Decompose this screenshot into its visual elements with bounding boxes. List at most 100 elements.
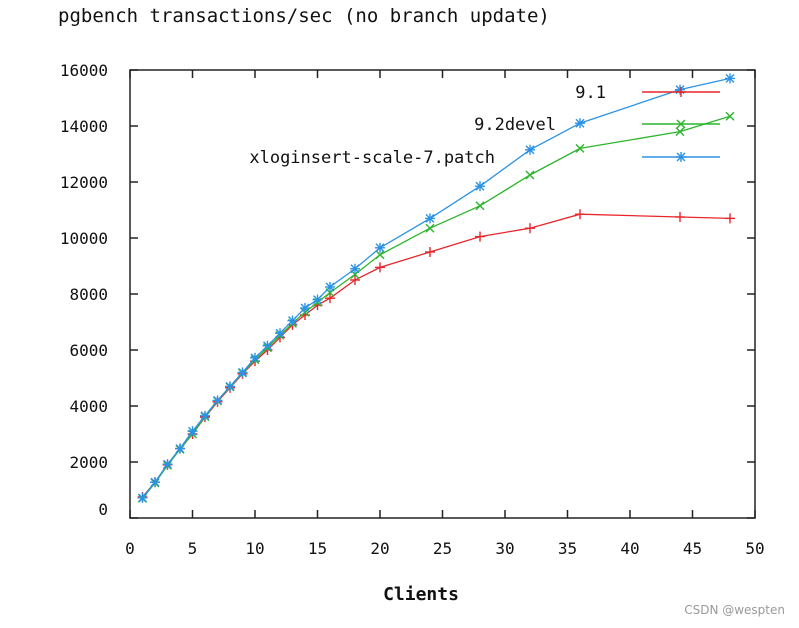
plot-border xyxy=(129,69,756,519)
marker-stroke xyxy=(300,303,310,313)
marker-stroke xyxy=(725,111,735,121)
x-tick-label: 20 xyxy=(370,539,389,558)
marker-stroke xyxy=(475,201,485,211)
data-point xyxy=(475,231,485,242)
data-point xyxy=(250,352,260,363)
data-point xyxy=(425,247,435,257)
data-point xyxy=(212,395,223,406)
marker-stroke xyxy=(250,353,260,363)
series-2 xyxy=(138,111,735,503)
marker-stroke xyxy=(213,395,222,405)
plot-frame xyxy=(129,69,756,519)
legend-label: xloginsert-scale-7.patch xyxy=(249,148,495,168)
x-tick-label: 0 xyxy=(125,539,135,558)
x-tick-label: 30 xyxy=(495,539,514,558)
marker-stroke xyxy=(325,282,335,292)
data-point xyxy=(676,87,686,97)
data-point xyxy=(475,181,485,192)
data-point xyxy=(525,170,535,180)
data-point xyxy=(575,143,585,153)
data-point xyxy=(275,328,285,339)
marker-stroke xyxy=(375,243,385,253)
marker-stroke xyxy=(238,367,247,377)
data-point xyxy=(725,213,735,224)
data-point xyxy=(475,201,485,211)
marker-stroke xyxy=(525,170,535,180)
data-point xyxy=(287,315,298,326)
marker-stroke xyxy=(175,444,185,454)
data-point xyxy=(375,262,385,273)
marker-stroke xyxy=(525,145,535,155)
watermark: CSDN @wespten xyxy=(684,603,785,617)
y-tick-label: 12000 xyxy=(60,173,108,192)
data-point xyxy=(575,209,585,220)
x-tick-label: 10 xyxy=(245,539,264,558)
data-point xyxy=(187,426,198,437)
series-layer xyxy=(137,73,735,503)
data-point xyxy=(262,340,273,351)
marker-stroke xyxy=(676,152,686,162)
marker-stroke xyxy=(225,381,235,391)
data-point xyxy=(525,223,535,234)
marker-stroke xyxy=(425,213,435,223)
series-line xyxy=(141,115,731,499)
marker-stroke xyxy=(375,250,385,260)
marker-stroke xyxy=(350,264,360,274)
data-point xyxy=(162,459,173,470)
y-tick-label: 16000 xyxy=(60,61,108,80)
data-point xyxy=(375,250,385,260)
data-point xyxy=(676,152,686,162)
data-point xyxy=(676,119,686,129)
y-tick-label: 14000 xyxy=(60,117,108,136)
series-line xyxy=(141,77,731,499)
y-axis-ticks: 0 2000 4000 6000 8000 10000 12000 14000 16000 xyxy=(60,61,755,519)
marker-stroke xyxy=(725,73,735,83)
marker-stroke xyxy=(150,477,160,487)
marker-stroke xyxy=(288,316,297,326)
marker-stroke xyxy=(200,411,210,421)
y-tick-label: 10000 xyxy=(60,229,108,248)
data-point xyxy=(350,263,360,274)
y-tick-label: 4000 xyxy=(69,397,108,416)
marker-stroke xyxy=(575,143,585,153)
data-point xyxy=(237,367,248,378)
data-point xyxy=(575,118,585,129)
data-point xyxy=(137,492,148,503)
y-tick-label: 8000 xyxy=(69,285,108,304)
y-tick-label: 0 xyxy=(98,500,108,519)
data-point xyxy=(150,477,160,488)
series-3 xyxy=(137,73,735,503)
x-axis-label: Clients xyxy=(383,584,459,605)
x-tick-label: 5 xyxy=(188,539,198,558)
marker-stroke xyxy=(313,295,322,305)
marker-stroke xyxy=(138,493,147,503)
series-line xyxy=(142,213,731,498)
data-point xyxy=(675,212,685,222)
y-tick-label: 2000 xyxy=(69,453,108,472)
chart-title: pgbench transactions/sec (no branch upda… xyxy=(58,5,550,27)
data-point xyxy=(175,443,185,454)
data-point xyxy=(325,282,335,292)
data-point xyxy=(675,84,685,95)
marker-stroke xyxy=(475,181,485,191)
data-point xyxy=(350,275,360,285)
x-tick-label: 25 xyxy=(433,539,452,558)
data-point xyxy=(225,381,235,392)
y-tick-label: 6000 xyxy=(69,341,108,360)
x-tick-label: 35 xyxy=(558,539,577,558)
data-point xyxy=(725,111,735,121)
data-point xyxy=(325,293,335,304)
marker-stroke xyxy=(163,459,172,469)
marker-stroke xyxy=(675,127,685,137)
marker-stroke xyxy=(676,119,686,129)
data-point xyxy=(300,303,310,313)
data-point xyxy=(725,73,735,84)
x-axis-ticks: 0 5 10 15 20 25 30 35 40 45 50 xyxy=(125,70,765,558)
x-tick-label: 50 xyxy=(745,539,764,558)
data-point xyxy=(375,242,385,253)
data-point xyxy=(675,127,685,137)
marker-stroke xyxy=(263,341,272,351)
data-point xyxy=(425,213,435,224)
marker-stroke xyxy=(275,328,285,338)
